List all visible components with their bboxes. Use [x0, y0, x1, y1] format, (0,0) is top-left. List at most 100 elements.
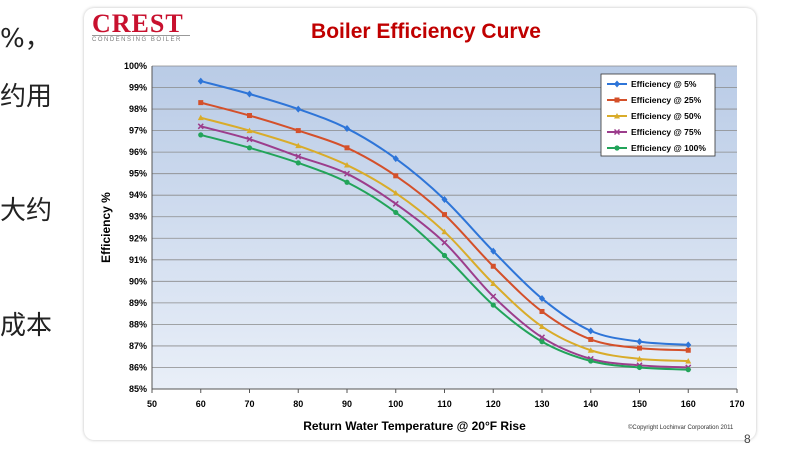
x-tick-label: 150 [632, 399, 647, 409]
data-point [393, 173, 399, 179]
data-point [343, 170, 351, 177]
x-tick-label: 120 [486, 399, 501, 409]
data-point [685, 347, 691, 353]
y-tick-label: 96% [129, 147, 147, 157]
data-point [246, 90, 253, 98]
data-point [247, 113, 252, 119]
x-tick-label: 160 [681, 399, 696, 409]
x-tick-label: 100 [388, 399, 403, 409]
logo-divider [92, 35, 190, 36]
left-text-3: 大约 [0, 196, 53, 226]
data-point [295, 160, 301, 166]
data-point [539, 308, 545, 314]
data-point [197, 114, 204, 121]
x-tick-label: 70 [244, 399, 254, 409]
data-point [539, 323, 545, 330]
data-point [685, 358, 692, 364]
x-tick-label: 110 [437, 399, 452, 409]
data-point [295, 142, 302, 149]
y-tick-label: 88% [129, 319, 147, 329]
legend-marker [614, 145, 620, 151]
data-point [198, 132, 204, 138]
data-point [392, 155, 399, 163]
x-tick-label: 170 [729, 399, 744, 409]
y-tick-label: 99% [129, 83, 147, 93]
data-point [636, 338, 643, 346]
y-tick-label: 89% [129, 298, 147, 308]
left-text-1: %， [0, 24, 51, 54]
data-point [588, 336, 594, 342]
y-tick-label: 86% [129, 362, 147, 372]
data-point [295, 105, 302, 113]
y-tick-label: 92% [129, 233, 147, 243]
legend-marker [614, 113, 620, 119]
x-tick-label: 80 [293, 399, 303, 409]
chart-title: Boiler Efficiency Curve [311, 20, 541, 43]
data-point [197, 77, 204, 85]
crest-logo-subtitle: CONDENSING BOILER [92, 37, 182, 43]
left-text-4: 成本 [0, 311, 53, 341]
crest-logo: CREST [92, 9, 184, 38]
x-axis-label: Return Water Temperature @ 20°F Rise [303, 419, 526, 433]
data-point [392, 200, 399, 207]
legend-marker [614, 97, 620, 103]
data-point [442, 212, 447, 218]
data-point [685, 367, 691, 373]
x-tick-label: 90 [342, 399, 352, 409]
data-point [685, 341, 692, 349]
y-axis-label: Efficiency % [99, 192, 113, 263]
data-point [344, 162, 350, 168]
data-point [490, 293, 497, 300]
data-point [344, 124, 350, 132]
data-point [344, 145, 350, 151]
y-tick-label: 95% [129, 169, 147, 179]
data-point [441, 196, 448, 204]
data-point [198, 100, 204, 106]
legend-label: Efficiency @ 25% [631, 95, 702, 105]
y-tick-label: 98% [129, 104, 147, 114]
legend-label: Efficiency @ 100% [631, 143, 706, 153]
data-point [637, 345, 642, 351]
corner-mark: 8 [744, 432, 751, 446]
left-text-2: 约用 [0, 82, 53, 112]
y-tick-label: 97% [129, 126, 147, 136]
data-point [197, 123, 204, 130]
data-point [246, 136, 253, 143]
data-point [441, 239, 448, 246]
x-tick-label: 140 [583, 399, 598, 409]
data-point [636, 364, 643, 371]
y-tick-label: 94% [129, 190, 147, 200]
data-point [490, 302, 496, 308]
legend-label: Efficiency @ 50% [631, 111, 702, 121]
x-tick-label: 130 [534, 399, 549, 409]
data-point [441, 228, 448, 235]
legend-marker [614, 80, 620, 88]
data-point [295, 128, 301, 134]
data-point [441, 252, 448, 259]
data-point [588, 358, 594, 364]
data-point [539, 295, 545, 303]
x-tick-label: 60 [196, 399, 206, 409]
y-tick-label: 91% [129, 255, 147, 265]
data-point [490, 247, 497, 255]
legend-label: Efficiency @ 5% [631, 79, 697, 89]
data-point [587, 347, 594, 353]
data-point [490, 280, 497, 286]
x-tick-label: 50 [147, 399, 157, 409]
legend-label: Efficiency @ 75% [631, 127, 702, 137]
data-point [246, 127, 253, 134]
data-point [587, 327, 594, 335]
data-point [392, 190, 399, 196]
data-point [636, 355, 643, 362]
data-point [246, 145, 253, 151]
copyright-notice: ©Copyright Lochinvar Corporation 2011 [628, 425, 734, 431]
data-point [539, 339, 545, 345]
legend-marker [613, 128, 621, 136]
data-point [538, 334, 546, 341]
data-point [490, 263, 496, 269]
data-point [344, 179, 350, 185]
y-tick-label: 85% [129, 384, 147, 394]
y-tick-label: 93% [129, 212, 147, 222]
y-tick-label: 90% [129, 276, 147, 286]
